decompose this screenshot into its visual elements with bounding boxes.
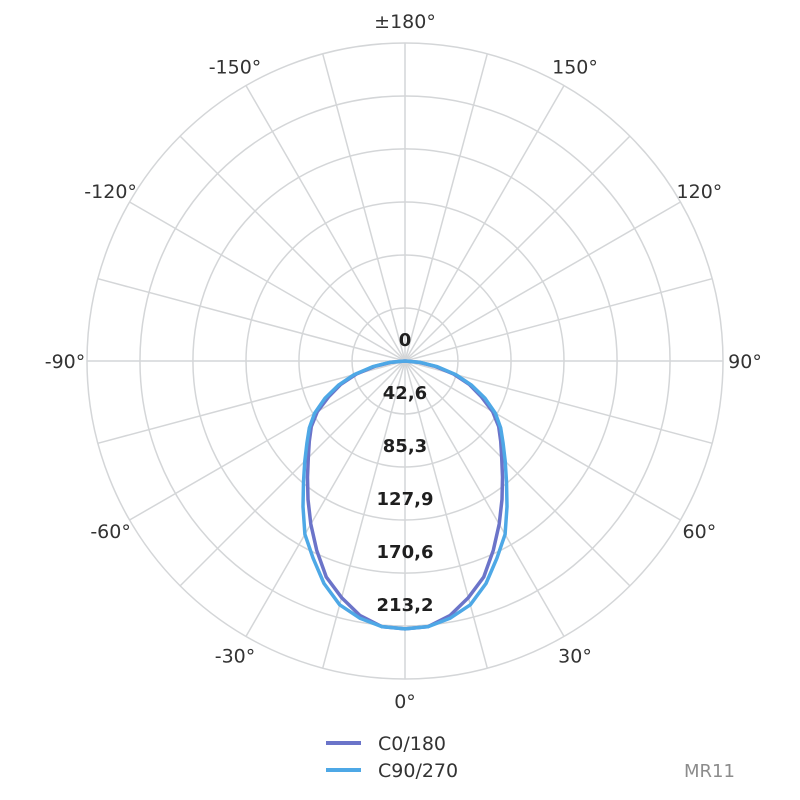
- grid-spoke-105: [404, 277, 713, 362]
- angle-label: 120°: [677, 181, 723, 203]
- angle-label: 30°: [558, 645, 592, 667]
- grid-spoke-330: [245, 360, 406, 637]
- grid-spoke-255: [97, 277, 406, 362]
- grid-spoke-165: [404, 53, 489, 362]
- ring-value-labels: 0 42,6 85,3 127,9 170,6 213,2: [377, 330, 434, 616]
- angle-label: -30°: [215, 645, 256, 667]
- angle-label: -150°: [209, 57, 262, 79]
- grid-spoke-150: [404, 85, 565, 362]
- ring-label: 213,2: [377, 595, 434, 616]
- ring-label: 170,6: [377, 542, 434, 563]
- angle-label: 150°: [552, 57, 598, 79]
- legend-label-c90-270: C90/270: [378, 760, 458, 782]
- grid-spoke-45: [404, 360, 631, 587]
- ring-label: 42,6: [383, 383, 427, 404]
- legend-label-c0-180: C0/180: [378, 733, 446, 755]
- angle-label: ±180°: [374, 11, 436, 33]
- grid-spoke-225: [179, 135, 406, 362]
- curve-c90-270: [301, 359, 509, 631]
- ring-label: 0: [399, 330, 412, 351]
- intensity-curves: [301, 359, 509, 631]
- angle-label: 90°: [728, 351, 762, 373]
- grid-spoke-30: [404, 360, 565, 637]
- ring-label: 127,9: [377, 489, 434, 510]
- grid-spoke-210: [245, 85, 406, 362]
- grid-spoke-135: [404, 135, 631, 362]
- grid-spoke-345: [321, 360, 406, 669]
- polar-grid: [86, 42, 724, 680]
- grid-spoke-15: [404, 360, 489, 669]
- grid-spoke-195: [321, 53, 406, 362]
- angle-label: -60°: [90, 521, 131, 543]
- angle-label: 60°: [683, 521, 717, 543]
- grid-spoke-240: [129, 201, 406, 362]
- ring-label: 85,3: [383, 436, 427, 457]
- grid-spoke-120: [404, 201, 681, 362]
- legend: C0/180 C90/270: [326, 733, 458, 782]
- model-label: MR11: [684, 761, 735, 782]
- grid-spoke-300: [129, 360, 406, 521]
- angle-label: -120°: [84, 181, 137, 203]
- angle-labels: ±180° -150° 150° -120° 120° -90° 90° -60° 60° -30…: [45, 11, 762, 713]
- angle-label: -90°: [45, 351, 86, 373]
- grid-spoke-315: [179, 360, 406, 587]
- grid-spoke-60: [404, 360, 681, 521]
- angle-label: 0°: [394, 691, 416, 713]
